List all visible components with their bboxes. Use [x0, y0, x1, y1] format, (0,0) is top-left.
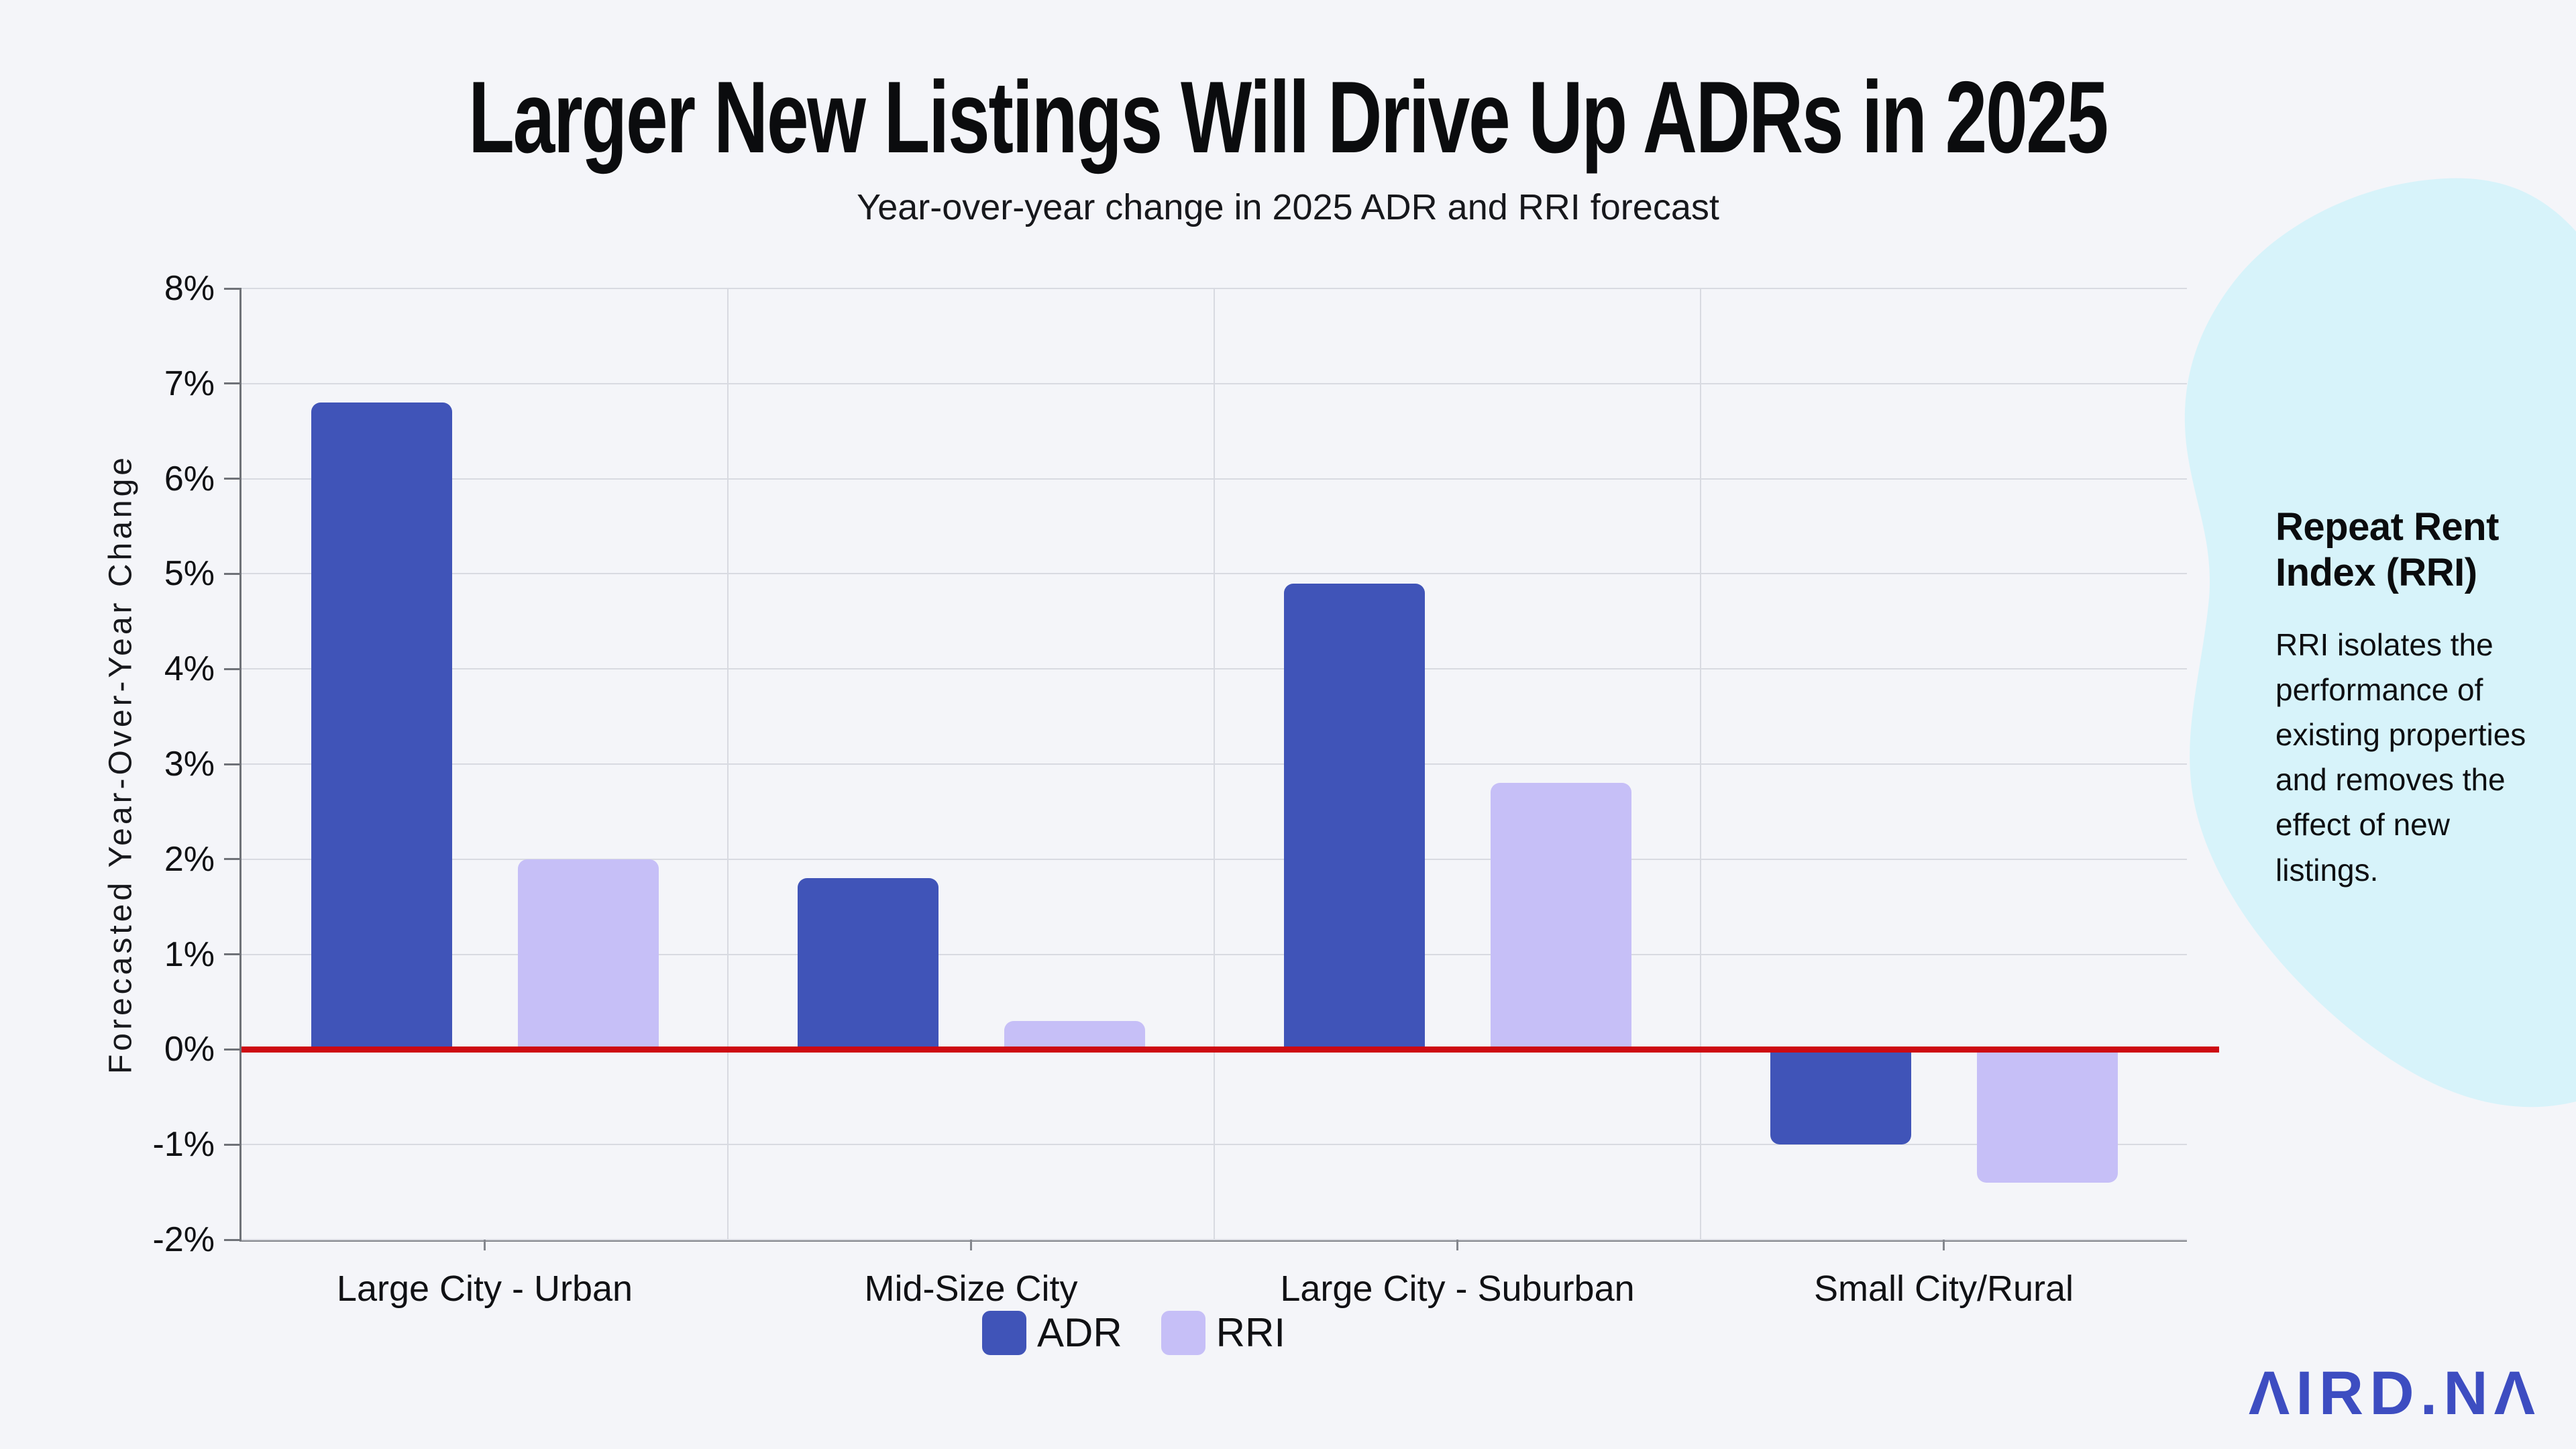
y-axis-tick [224, 1048, 241, 1051]
x-axis-label-small-city-rural: Small City/Rural [1813, 1269, 2074, 1309]
callout-blob-shape [2184, 178, 2576, 1108]
y-axis-tick-label: 8% [164, 269, 215, 308]
y-axis-tick [224, 953, 241, 956]
y-axis-tick-label: 6% [164, 459, 215, 498]
gridline-vertical [1700, 288, 1701, 1240]
y-axis-tick [224, 382, 241, 385]
x-axis-label-large-city-urban: Large City - Urban [336, 1269, 633, 1309]
x-axis-tick [1943, 1240, 1945, 1250]
bar-rri-mid-size-city [1004, 1020, 1145, 1050]
legend-swatch-adr [981, 1310, 1026, 1355]
y-axis-tick [224, 763, 241, 765]
x-axis-label-mid-size-city: Mid-Size City [864, 1269, 1078, 1309]
bar-adr-large-city-suburban [1283, 583, 1425, 1050]
gridline-vertical [727, 288, 729, 1240]
y-axis-tick-label: -2% [152, 1220, 215, 1259]
zero-reference-line [241, 1046, 2219, 1053]
bar-adr-small-city-rural [1770, 1049, 1911, 1145]
y-axis-tick-label: 1% [164, 934, 215, 974]
y-axis-tick [224, 1143, 241, 1146]
bar-adr-large-city-urban [311, 402, 452, 1050]
airdna-logo: ΛIRD.NΛ [2248, 1359, 2541, 1428]
gridline-horizontal [241, 1239, 2187, 1240]
legend: ADR RRI [161, 1309, 2106, 1356]
x-axis-label-large-city-suburban: Large City - Suburban [1280, 1269, 1635, 1309]
legend-item-rri: RRI [1161, 1309, 1285, 1356]
y-axis-tick-label: 5% [164, 554, 215, 594]
gridline-vertical [1214, 288, 1215, 1240]
legend-label-rri: RRI [1216, 1310, 1286, 1355]
y-axis-tick [224, 1238, 241, 1241]
callout-body: RRI isolates the performance of existing… [2275, 627, 2526, 888]
chart-subtitle: Year-over-year change in 2025 ADR and RR… [857, 187, 1719, 227]
bar-rri-small-city-rural [1976, 1049, 2118, 1183]
y-axis-tick-label: 4% [164, 649, 215, 689]
y-axis-tick-label: -1% [152, 1125, 215, 1165]
bar-rri-large-city-urban [517, 859, 659, 1050]
y-axis-tick-label: 3% [164, 745, 215, 784]
y-axis-tick [224, 287, 241, 290]
chart-title-text: Larger New Listings Will Drive Up ADRs i… [468, 60, 2109, 174]
x-axis-tick [1456, 1240, 1458, 1250]
bar-adr-mid-size-city [797, 878, 938, 1050]
legend-swatch-rri [1161, 1310, 1205, 1355]
chart-title: Larger New Listings Will Drive Up ADRs i… [0, 59, 2576, 176]
y-axis-tick [224, 572, 241, 575]
bar-rri-large-city-suburban [1490, 783, 1631, 1050]
plot-area: 8% 7% 6% 5% 4% 3% 2% 1% 0% -1% -2% Large City - Urb… [153, 271, 2219, 1309]
callout-heading: Repeat Rent Index (RRI) [2275, 505, 2499, 594]
y-axis-tick-label: 7% [164, 364, 215, 403]
legend-item-adr: ADR [981, 1309, 1122, 1356]
y-axis-tick [224, 478, 241, 480]
legend-label-adr: ADR [1036, 1310, 1122, 1355]
callout-panel: Repeat Rent Index (RRI) RRI isolates the… [2275, 504, 2546, 893]
y-axis-tick [224, 667, 241, 670]
y-axis-tick-label: 0% [164, 1030, 215, 1069]
x-axis-tick [484, 1240, 486, 1250]
y-axis-tick [224, 858, 241, 861]
y-axis-tick-label: 2% [164, 839, 215, 879]
x-axis-tick [970, 1240, 972, 1250]
